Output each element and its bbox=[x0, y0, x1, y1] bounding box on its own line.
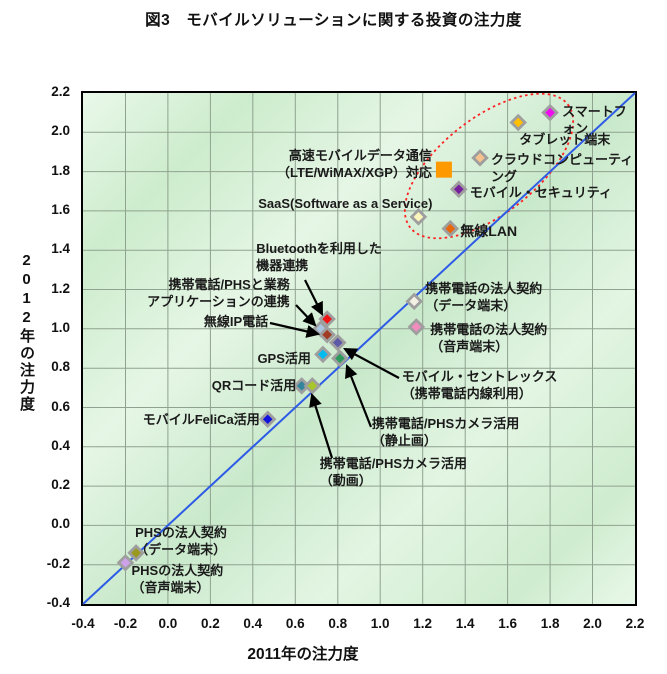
x-tick: 0.2 bbox=[201, 616, 220, 631]
label-qr-code: QRコード活用 bbox=[211, 377, 297, 393]
y-tick: 0.6 bbox=[51, 398, 70, 414]
data-point-tablet bbox=[509, 113, 527, 132]
y-tick: 1.6 bbox=[51, 201, 70, 217]
x-tick: 0.6 bbox=[285, 616, 305, 631]
label-mobile-corp-voice: 携帯電話の法人契約 （音声端末） bbox=[430, 321, 548, 355]
x-tick: 1.2 bbox=[413, 616, 433, 631]
data-point-camera-video bbox=[292, 377, 311, 395]
data-point-lte-wimax-xgp bbox=[435, 161, 452, 178]
arrow-mobile-centrex bbox=[343, 347, 400, 379]
label-tablet: タブレット端末 bbox=[519, 131, 611, 147]
data-point-qr-code bbox=[303, 377, 322, 395]
label-gps: GPS活用 bbox=[257, 351, 311, 367]
arrow-camera-still bbox=[345, 363, 373, 428]
y-tick: 0.4 bbox=[51, 437, 70, 453]
x-tick: 1.0 bbox=[370, 616, 390, 631]
plot-area: PHSの法人契約 （音声端末） PHSの法人契約 （データ端末） モバイルFeliC… bbox=[81, 91, 637, 606]
data-point-mobile-corp-voice bbox=[407, 318, 426, 336]
data-point-mobile-felica bbox=[258, 410, 277, 429]
x-tick: 0.4 bbox=[243, 616, 263, 631]
y-tick: 2.0 bbox=[51, 123, 70, 139]
label-smartphone: スマートフォン bbox=[562, 103, 627, 136]
y-tick: 1.2 bbox=[51, 280, 70, 296]
label-mobile-felica: モバイルFeliCa活用 bbox=[142, 412, 260, 428]
highlight-ellipse bbox=[403, 92, 575, 240]
x-tick: 2.2 bbox=[625, 616, 645, 631]
x-tick: -0.4 bbox=[71, 616, 95, 631]
data-point-bluetooth-link bbox=[318, 310, 336, 328]
data-point-mobile-corp-data bbox=[405, 292, 423, 311]
arrows-group bbox=[269, 279, 400, 459]
x-tick: 1.8 bbox=[540, 616, 560, 631]
y-tick: 0.8 bbox=[51, 359, 70, 375]
plot-canvas bbox=[82, 92, 636, 605]
data-point-wireless-ip-phone bbox=[318, 325, 336, 344]
label-saas: SaaS(Software as a Service) bbox=[258, 195, 433, 211]
label-mobile-security: モバイル・セキュリティ bbox=[469, 185, 613, 201]
data-point-saas bbox=[409, 208, 428, 226]
data-point-phs-corp-voice bbox=[116, 553, 135, 572]
gridlines-group bbox=[83, 93, 635, 604]
label-phs-corp-data: PHSの法人契約 （データ端末） bbox=[135, 524, 227, 558]
data-point-cloud-computing bbox=[471, 149, 489, 167]
y-tick: -0.2 bbox=[46, 555, 70, 571]
label-camera-still: 携帯電話/PHSカメラ活用 （静止画） bbox=[371, 416, 520, 449]
data-point-smartphone bbox=[541, 103, 559, 122]
arrow-wireless-ip-phone bbox=[269, 321, 321, 338]
data-point-mobile-centrex bbox=[329, 333, 347, 352]
chart-title: 図3 モバイルソリューションに関する投資の注力度 bbox=[145, 12, 522, 29]
x-tick: 2.0 bbox=[583, 616, 602, 631]
y-tick: -0.4 bbox=[46, 595, 70, 610]
y-axis-title: 2012年の注力度 bbox=[18, 252, 35, 413]
y-tick: 1.0 bbox=[51, 319, 70, 335]
x-tick: 0.0 bbox=[158, 616, 178, 631]
x-tick: 0.8 bbox=[328, 616, 348, 631]
arrow-biz-app-link bbox=[295, 304, 317, 327]
x-tick: 1.4 bbox=[455, 616, 475, 631]
data-point-phs-corp-data bbox=[127, 544, 145, 562]
data-point-mobile-security bbox=[450, 180, 468, 199]
y-tick: 0.0 bbox=[51, 516, 70, 532]
y-tick: 2.2 bbox=[51, 84, 70, 99]
x-axis-title: 2011年の注力度 bbox=[247, 646, 359, 663]
y-tick: 1.4 bbox=[51, 241, 70, 257]
arrow-camera-video bbox=[309, 392, 334, 459]
arrow-bluetooth-link bbox=[304, 279, 323, 316]
y-tick: 1.8 bbox=[51, 162, 70, 178]
data-point-wireless-lan bbox=[441, 219, 460, 238]
label-biz-app-link: 携帯電話/PHSと業務 アプリケーションの連携 bbox=[147, 276, 290, 309]
label-mobile-centrex: モバイル・セントレックス （携帯電話内線利用） bbox=[401, 368, 558, 401]
label-camera-video: 携帯電話/PHSカメラ活用 （動画） bbox=[319, 455, 468, 488]
x-tick: 1.6 bbox=[498, 616, 517, 631]
y-tick: 0.2 bbox=[51, 477, 70, 493]
label-wireless-ip-phone: 無線IP電話 bbox=[203, 313, 269, 329]
label-cloud-computing: クラウドコンピューティング bbox=[491, 151, 634, 185]
x-tick: -0.2 bbox=[113, 616, 138, 631]
label-wireless-lan: 無線LAN bbox=[460, 222, 518, 239]
diagonal-reference-line bbox=[82, 92, 636, 605]
label-mobile-corp-data: 携帯電話の法人契約 （データ端末） bbox=[425, 281, 543, 314]
label-lte-wimax-xgp: 高速モバイルデータ通信 （LTE/WiMAX/XGP）対応 bbox=[276, 147, 432, 180]
label-phs-corp-voice: PHSの法人契約 （音声端末） bbox=[131, 562, 224, 595]
markers-group bbox=[116, 103, 559, 572]
data-point-gps bbox=[314, 345, 332, 364]
label-bluetooth-link: Bluetoothを利用した 機器連携 bbox=[256, 241, 382, 274]
